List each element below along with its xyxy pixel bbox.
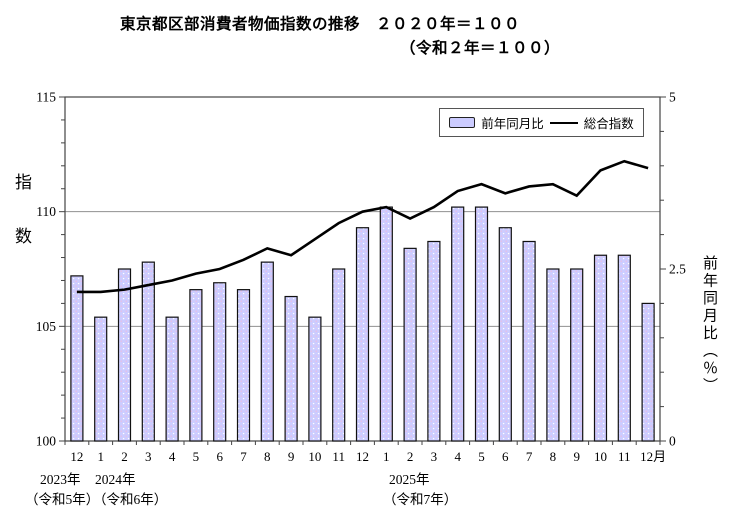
month-label: 12 — [70, 449, 83, 464]
bar-series — [70, 206, 655, 442]
bar — [70, 275, 84, 442]
month-label: 7 — [526, 449, 533, 464]
month-label: 4 — [169, 449, 176, 464]
month-label: 2 — [121, 449, 128, 464]
bar — [379, 206, 393, 442]
axis-tick-labels: 100 105 110 115 0 2.5 5 — [36, 90, 686, 449]
line-series — [76, 159, 649, 294]
bar — [94, 316, 108, 442]
bar — [141, 261, 155, 442]
index-line — [76, 159, 649, 294]
left-tick-label: 110 — [36, 204, 56, 219]
bar — [355, 227, 370, 442]
left-tick-label: 115 — [36, 90, 56, 105]
bar — [427, 240, 441, 442]
bar — [332, 268, 346, 442]
bar-series-swatch — [449, 117, 476, 128]
month-label: 12 — [356, 449, 369, 464]
month-label: 9 — [573, 449, 580, 464]
month-label: 6 — [502, 449, 509, 464]
bar — [593, 254, 608, 442]
month-label: 9 — [288, 449, 295, 464]
bar — [546, 268, 560, 442]
month-label: 1 — [97, 449, 104, 464]
year-label-2024: 2024年 — [95, 472, 136, 487]
line-series-swatch — [549, 121, 578, 124]
right-tick-label: 5 — [669, 90, 676, 105]
month-label: 2 — [407, 449, 414, 464]
month-label: 12月 — [640, 449, 666, 464]
month-label: 11 — [332, 449, 345, 464]
bar — [189, 289, 203, 442]
month-label: 5 — [478, 449, 485, 464]
month-label: 10 — [308, 449, 321, 464]
bar — [308, 316, 322, 442]
year-label-2025: 2025年 — [389, 472, 430, 487]
bar — [522, 240, 536, 442]
month-label: 4 — [454, 449, 461, 464]
bar — [570, 268, 584, 442]
bar — [403, 247, 417, 442]
left-tick-label: 100 — [36, 434, 57, 449]
line-series-label: 総合指数 — [583, 117, 634, 131]
chart-legend: 前年同月比 総合指数 — [439, 108, 644, 137]
year-label-2023-wareki: （令和5年） — [25, 492, 100, 507]
month-label: 8 — [550, 449, 557, 464]
x-axis-labels: 12 1 2 3 4 5 6 7 8 9 10 11 12 1 2 3 4 5 6 7 8 9 10 11 12月 — [70, 449, 666, 464]
right-axis-title: 前年同月比（％） — [701, 255, 717, 395]
right-tick-label: 2.5 — [669, 262, 686, 277]
bar — [451, 206, 465, 442]
bar — [617, 254, 631, 442]
bar — [260, 261, 274, 442]
month-label: 11 — [618, 449, 631, 464]
year-label-2023: 2023年 — [40, 472, 81, 487]
right-tick-label: 0 — [669, 434, 676, 449]
axis-ticks — [59, 96, 666, 445]
left-axis-title: 指数 — [12, 173, 31, 281]
month-label: 10 — [594, 449, 607, 464]
bar — [498, 227, 512, 442]
bar — [641, 302, 655, 442]
month-label: 1 — [383, 449, 390, 464]
month-label: 7 — [240, 449, 247, 464]
left-tick-label: 105 — [36, 319, 57, 334]
bar — [236, 289, 251, 442]
year-label-2024-wareki: （令和6年） — [93, 492, 168, 507]
year-label-2025-wareki: （令和7年） — [383, 492, 458, 507]
month-label: 8 — [264, 449, 271, 464]
bar — [284, 295, 298, 442]
month-label: 3 — [431, 449, 438, 464]
month-label: 5 — [193, 449, 200, 464]
bar — [117, 268, 132, 442]
bar — [474, 206, 489, 442]
month-label: 6 — [216, 449, 223, 464]
chart-title: 東京都区部消費者物価指数の推移 ２０２０年＝１００ — [120, 16, 521, 33]
bar-series-label: 前年同月比 — [481, 117, 544, 131]
bar — [213, 282, 227, 442]
bar — [165, 316, 179, 442]
month-label: 3 — [145, 449, 152, 464]
chart-subtitle: （令和２年＝１００） — [400, 40, 561, 57]
